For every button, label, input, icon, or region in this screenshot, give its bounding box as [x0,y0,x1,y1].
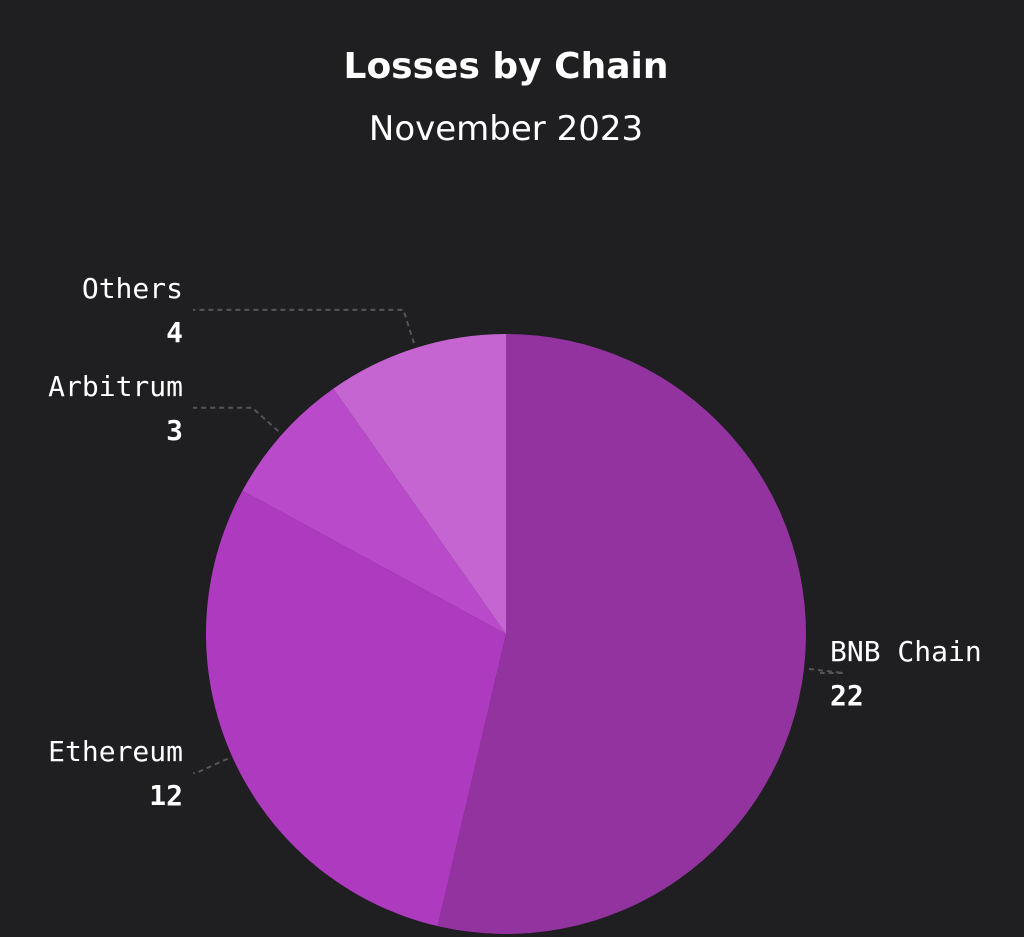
slice-value: 12 [149,779,183,812]
slice-value: 22 [830,679,864,712]
slice-label: Ethereum [48,735,183,768]
leader-line [808,667,844,674]
slice-label: Arbitrum [48,370,183,403]
pie-slice [242,388,506,634]
pie-slice [333,334,506,634]
chart-title: Losses by Chain [344,46,669,87]
slice-value: 3 [166,414,183,447]
pie-slice [437,334,806,935]
slice-value: 4 [166,316,183,349]
pie-slice [205,490,506,927]
leader-line [193,757,229,775]
leader-line [193,308,415,344]
slice-label: BNB Chain [830,635,982,668]
chart-subtitle: November 2023 [369,109,643,149]
leader-line [193,406,279,432]
slice-label: Others [82,272,183,305]
